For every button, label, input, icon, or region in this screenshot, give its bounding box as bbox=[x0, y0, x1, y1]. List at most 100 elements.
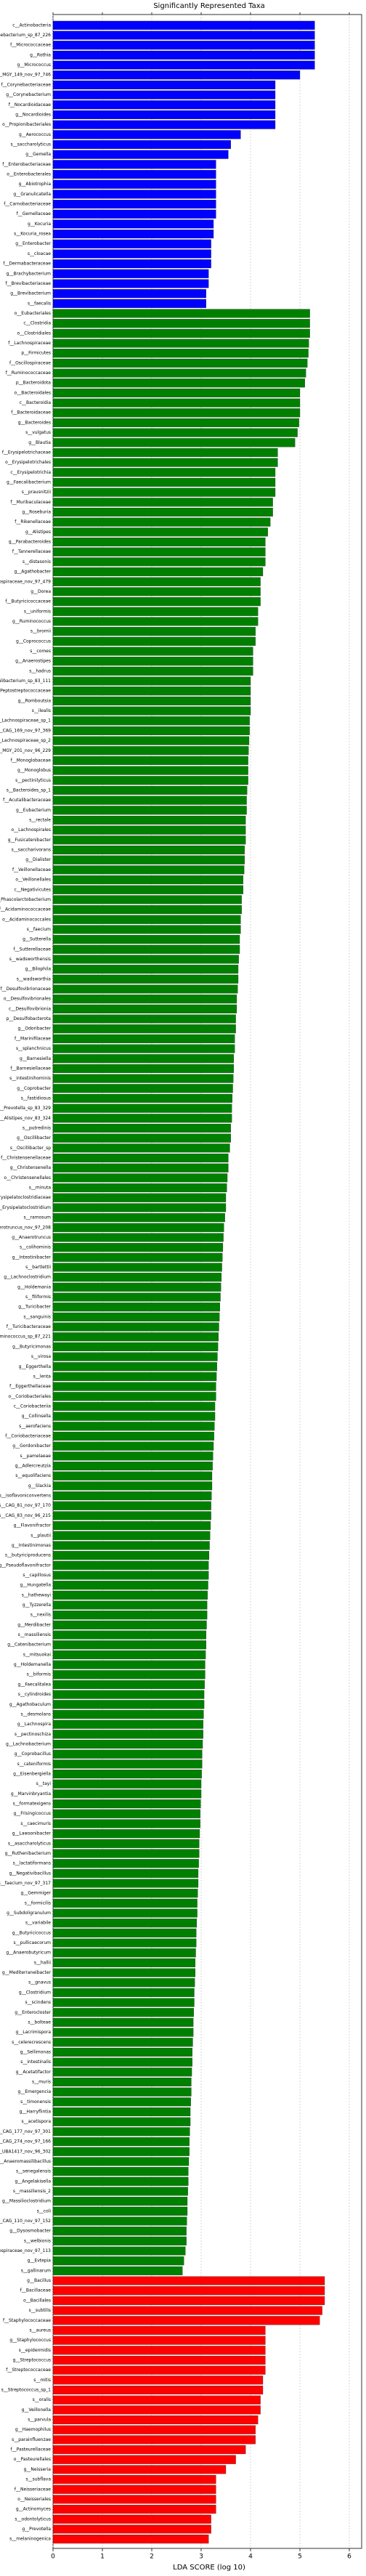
bar bbox=[52, 328, 310, 338]
bar bbox=[52, 1312, 220, 1321]
y-tick-label: g__Catenibacterium bbox=[7, 1643, 51, 1648]
y-tick-label: g__Butyricicoccus bbox=[12, 1930, 51, 1935]
y-tick-label: p__Bacteroidota bbox=[16, 381, 51, 386]
bar bbox=[52, 676, 251, 686]
bar bbox=[52, 2365, 266, 2375]
bar bbox=[52, 1273, 222, 1282]
bar bbox=[52, 2038, 193, 2047]
y-tick-label: s__tayi bbox=[36, 1781, 52, 1786]
y-tick-label: o__Neisseriales bbox=[17, 2497, 51, 2502]
y-tick-label: g__Oscillibacter bbox=[17, 1135, 51, 1141]
bar bbox=[52, 388, 301, 397]
bar bbox=[52, 885, 243, 894]
bar bbox=[52, 1004, 237, 1013]
bar bbox=[52, 1511, 211, 1520]
bar bbox=[52, 1143, 230, 1153]
bar bbox=[52, 160, 216, 169]
bar bbox=[52, 547, 266, 556]
y-tick-label: c__Bacteroidia bbox=[20, 400, 52, 405]
chart-title: Significantly Represented Taxa bbox=[153, 2, 265, 10]
bar bbox=[52, 955, 239, 964]
y-tick-label: f__Oscillospiraceae bbox=[9, 360, 51, 365]
y-tick-label: g__Romboutsia bbox=[18, 698, 52, 703]
y-tick-label: f__Christensenellaceae bbox=[1, 1156, 51, 1161]
y-tick-label: f__Erysipelotrichaceae bbox=[2, 450, 51, 455]
y-tick-label: g__Micrococcus bbox=[17, 62, 51, 68]
bar bbox=[52, 1034, 235, 1043]
bar bbox=[52, 1014, 236, 1024]
bar bbox=[52, 319, 310, 328]
y-tick-label: g__Actinomyces bbox=[16, 2507, 51, 2512]
y-tick-label: g__Collinsella bbox=[22, 1414, 52, 1419]
y-tick-label: g__Rothia bbox=[30, 52, 51, 57]
y-tick-label: s__pullicaecorum bbox=[14, 1940, 52, 1945]
bar bbox=[52, 1709, 204, 1719]
y-tick-label: s__saccharivorans bbox=[12, 848, 51, 853]
y-tick-label: o__Bacillales bbox=[23, 2298, 51, 2303]
bar bbox=[52, 647, 253, 656]
bar bbox=[52, 80, 276, 89]
y-tick-label: g__Faecalibacterium bbox=[7, 479, 51, 485]
y-tick-label: g__Coprobacter bbox=[17, 1086, 51, 1091]
y-tick-label: s__splanchnicus bbox=[16, 1046, 51, 1051]
bar bbox=[52, 110, 276, 119]
y-tick-label: g__Erysipelatoclostridium bbox=[0, 1205, 51, 1210]
bar bbox=[52, 1809, 200, 1818]
bar bbox=[52, 865, 245, 875]
bar bbox=[52, 468, 276, 477]
y-tick-label: f__Acutalibacteraceae bbox=[3, 798, 51, 803]
y-tick-label: s__equolifaciens bbox=[15, 1473, 51, 1478]
bar bbox=[52, 1233, 224, 1242]
bar bbox=[52, 139, 231, 149]
y-tick-label: g__Faecalitalea bbox=[18, 1682, 52, 1687]
y-tick-label: o__Clostridiales bbox=[17, 331, 51, 336]
bar bbox=[52, 2276, 325, 2285]
y-tick-label: g__Coprobacillus bbox=[15, 1751, 51, 1757]
y-tick-label: s__Corynebacterium_sp_87_226 bbox=[0, 33, 51, 38]
bar bbox=[52, 2028, 194, 2037]
bar bbox=[52, 2157, 190, 2166]
bar bbox=[52, 1789, 202, 1799]
bar bbox=[52, 487, 276, 497]
bar bbox=[52, 2176, 189, 2186]
y-tick-label: s__minuta bbox=[29, 1186, 52, 1191]
y-tick-label: g__Intestinibacter bbox=[12, 1255, 52, 1260]
bar bbox=[52, 1630, 206, 1640]
bar bbox=[52, 1919, 198, 1928]
bar bbox=[52, 2425, 256, 2434]
y-tick-label: s__CAG_81_nov_97_170 bbox=[0, 1503, 51, 1508]
y-tick-label: s__rectale bbox=[29, 818, 51, 823]
bar bbox=[52, 1431, 214, 1441]
y-tick-label: g__Eggerthella bbox=[19, 1364, 52, 1369]
y-tick-label: s__mitis bbox=[33, 2378, 51, 2383]
bar bbox=[52, 507, 273, 517]
y-tick-label: s__fastidiosus bbox=[21, 1095, 51, 1101]
y-tick-label: g__Parabacteroides bbox=[9, 540, 51, 545]
y-tick-label: s__Oscillospiraceae_nov_97_113 bbox=[0, 2248, 51, 2253]
bar bbox=[52, 1640, 206, 1650]
y-tick-label: s__virosa bbox=[31, 1354, 51, 1359]
bar bbox=[52, 2227, 187, 2236]
bar bbox=[52, 1263, 222, 1272]
y-tick-label: g__Merdibacter bbox=[17, 1622, 51, 1627]
y-tick-label: s__putredinis bbox=[23, 1126, 51, 1131]
bar bbox=[52, 1114, 232, 1123]
y-tick-label: s__Lachnospiraceae_sp_2 bbox=[0, 738, 51, 743]
bar bbox=[52, 2524, 211, 2534]
bar bbox=[52, 607, 259, 616]
y-tick-label: s__prausnitzii bbox=[22, 490, 52, 495]
bar bbox=[52, 1024, 236, 1034]
bar bbox=[52, 2505, 216, 2514]
bar bbox=[52, 2316, 320, 2325]
bar bbox=[52, 1451, 214, 1461]
y-tick-label: g__Corynebacterium bbox=[6, 92, 51, 97]
bar bbox=[52, 1303, 220, 1312]
bar bbox=[52, 776, 248, 785]
bar bbox=[52, 150, 229, 159]
y-tick-label: g__Anaerostipes bbox=[15, 659, 51, 664]
y-tick-label: g__Bacteroides bbox=[18, 420, 51, 425]
bar bbox=[52, 984, 238, 994]
bar bbox=[52, 1889, 198, 1898]
y-tick-label: g__Odoribacter bbox=[18, 1026, 52, 1032]
y-tick-label: g__Ruthenibacterium bbox=[5, 1851, 52, 1856]
